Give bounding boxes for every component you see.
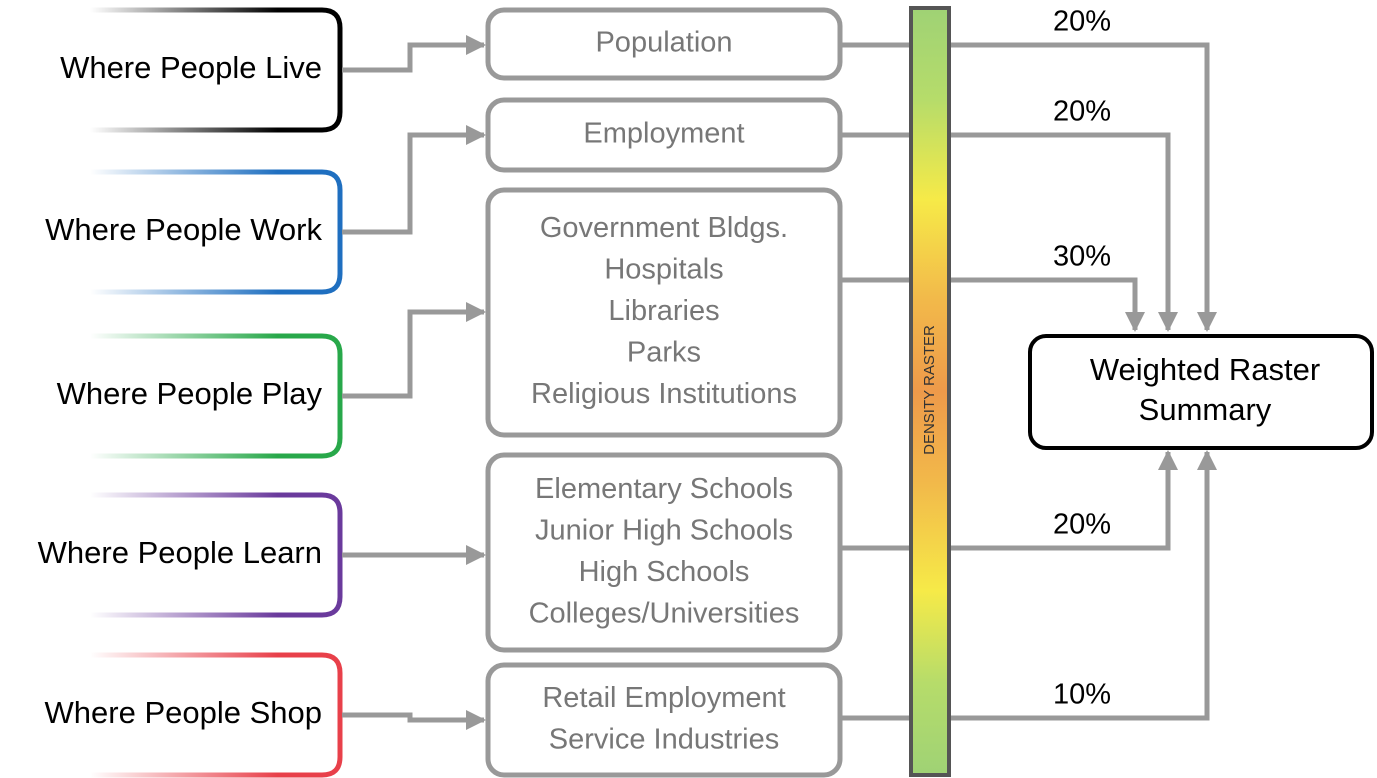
layer-text: Junior High Schools xyxy=(535,514,793,546)
source-box xyxy=(90,7,343,133)
layer-text: Retail Employment xyxy=(542,682,785,714)
source-label: Where People Learn xyxy=(38,535,322,570)
layer-text: Population xyxy=(595,27,732,59)
source-label: Where People Play xyxy=(57,376,323,411)
connector xyxy=(342,302,486,399)
connector xyxy=(342,35,486,73)
source-box xyxy=(90,169,343,295)
layer-box xyxy=(485,97,843,173)
summary-box xyxy=(1028,334,1374,450)
layer-text: High Schools xyxy=(579,556,750,588)
source-label: Where People Shop xyxy=(45,695,322,730)
layer-text: Elementary Schools xyxy=(535,473,793,505)
layer-box xyxy=(485,187,843,438)
layer-text: Religious Institutions xyxy=(531,378,797,410)
layer-box xyxy=(485,452,843,653)
source-box xyxy=(90,652,343,778)
source-label: Where People Work xyxy=(45,212,322,247)
raster-label: DENSITY RASTER xyxy=(921,325,938,455)
layer-box xyxy=(485,662,843,778)
summary-text: Weighted Raster xyxy=(1090,352,1320,387)
weight-label: 20% xyxy=(1053,96,1111,128)
summary-text: Summary xyxy=(1139,392,1272,427)
connector xyxy=(842,42,1217,332)
weight-label: 10% xyxy=(1053,679,1111,711)
density-raster xyxy=(909,6,951,777)
source-label: Where People Live xyxy=(60,50,322,85)
connector xyxy=(842,450,1217,721)
weight-label: 30% xyxy=(1053,241,1111,273)
connector xyxy=(842,277,1145,332)
connector xyxy=(842,450,1178,551)
layer-text: Service Industries xyxy=(549,723,780,755)
layer-box xyxy=(485,7,843,81)
layer-text: Libraries xyxy=(608,295,719,327)
connector xyxy=(342,710,486,730)
weight-label: 20% xyxy=(1053,6,1111,38)
source-box xyxy=(90,333,343,459)
source-box xyxy=(90,492,343,618)
connector xyxy=(342,125,486,235)
layer-text: Hospitals xyxy=(604,254,723,286)
layer-text: Colleges/Universities xyxy=(529,597,800,629)
layer-text: Parks xyxy=(627,337,701,369)
weight-label: 20% xyxy=(1053,509,1111,541)
layer-text: Employment xyxy=(583,118,744,150)
layer-text: Government Bldgs. xyxy=(540,212,788,244)
connector xyxy=(842,132,1178,332)
